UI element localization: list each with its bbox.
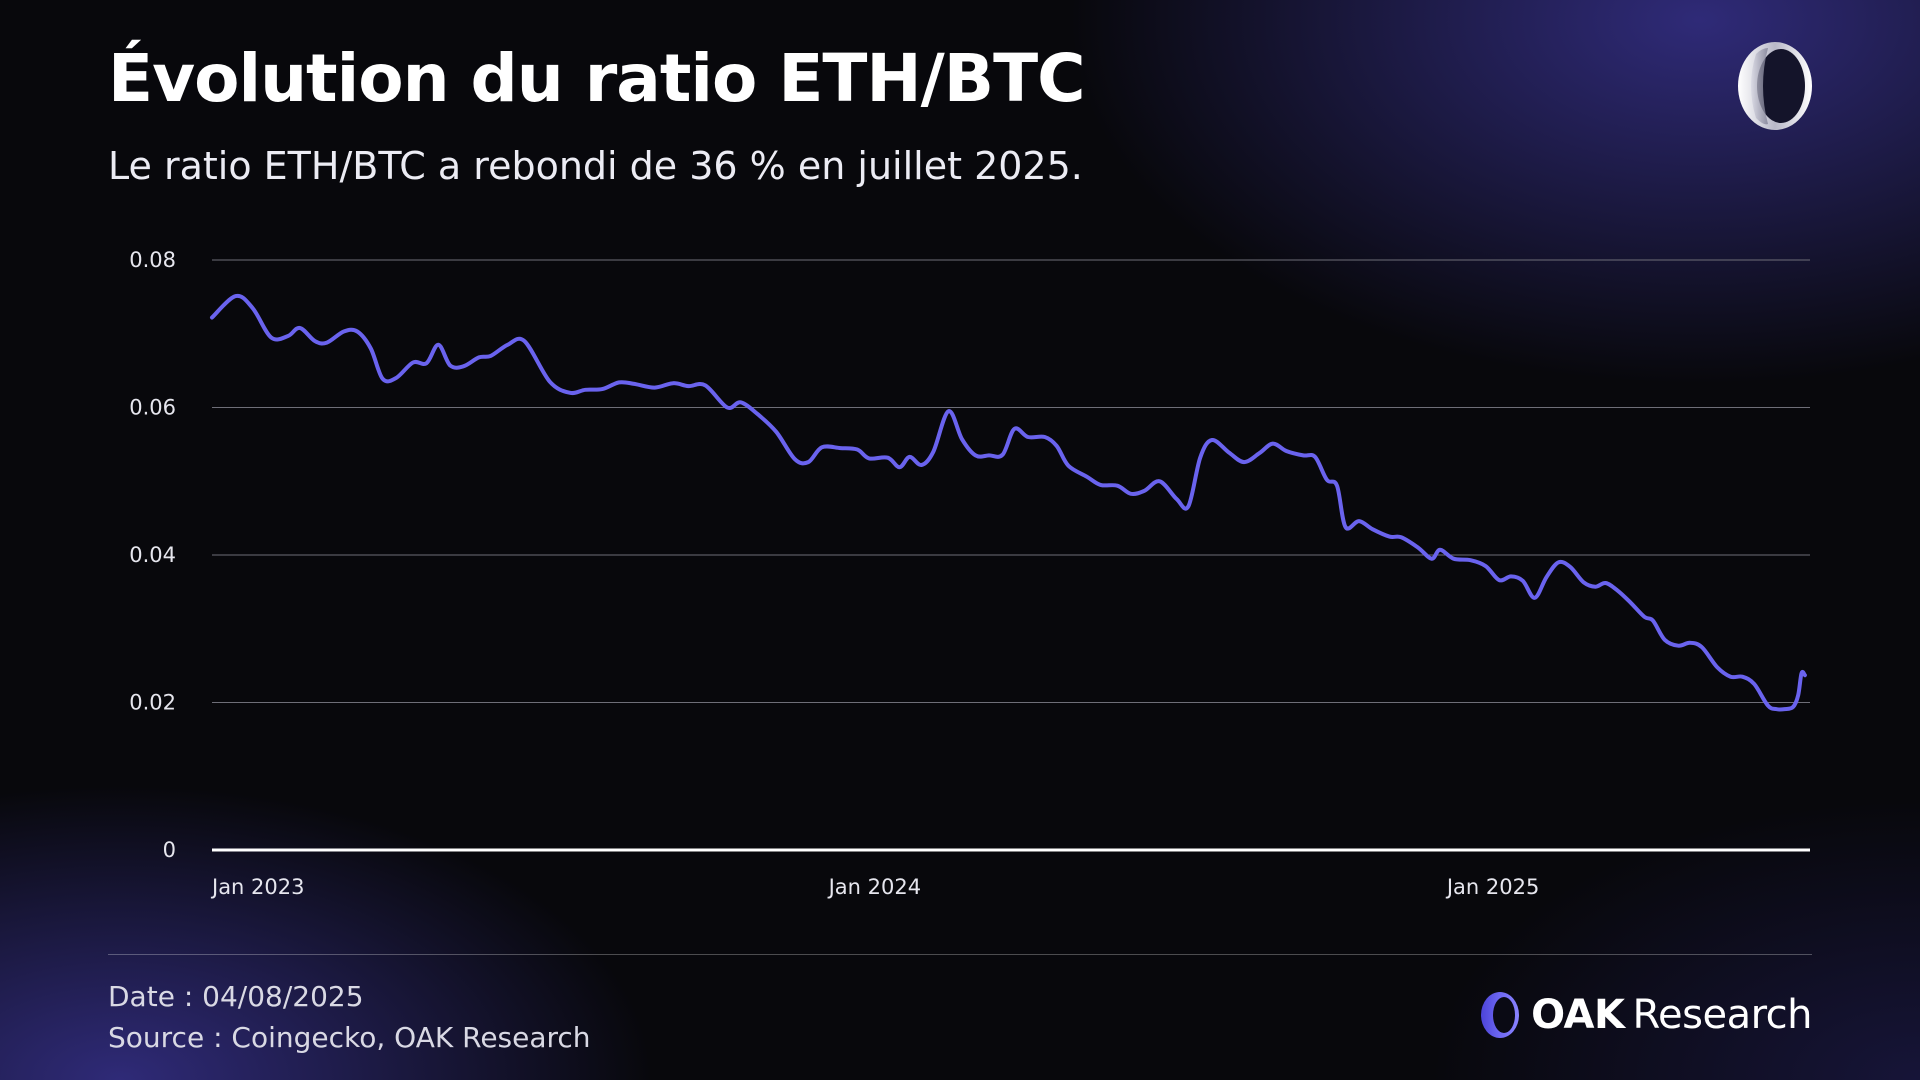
x-tick-label: Jan 2023 (210, 875, 305, 899)
x-tick-label: Jan 2025 (1445, 875, 1540, 899)
y-tick-label: 0.08 (129, 248, 176, 272)
y-tick-label: 0.02 (129, 691, 176, 715)
oak-logo-icon (1738, 42, 1812, 130)
footer-date: Date : 04/08/2025 (108, 980, 364, 1013)
y-axis-ticks: 0 0.02 0.04 0.06 0.08 (129, 248, 176, 862)
y-tick-label: 0 (163, 838, 176, 862)
footer-divider (108, 954, 1812, 955)
series-line-eth-btc (210, 293, 1807, 712)
series-layer (210, 293, 1807, 712)
y-tick-label: 0.04 (129, 543, 176, 567)
footer-source: Source : Coingecko, OAK Research (108, 1021, 591, 1054)
line-chart: 00.020.040.060.08 Jan 2023 Jan 2024 Jan 20… (129, 248, 1810, 899)
brand-logo: OAK Research (1479, 990, 1813, 1040)
y-tick-label: 0.06 (129, 396, 176, 420)
gridlines (212, 259, 1810, 852)
chart-subtitle: Le ratio ETH/BTC a rebondi de 36 % en ju… (108, 144, 1083, 188)
x-axis-ticks: Jan 2023 Jan 2024 Jan 2025 (210, 875, 1539, 899)
brand-name-light: Research (1632, 992, 1813, 1038)
brand-name-bold: OAK (1531, 992, 1625, 1038)
oak-brand-icon (1481, 992, 1520, 1038)
x-tick-label: Jan 2024 (827, 875, 922, 899)
chart-title: Évolution du ratio ETH/BTC (108, 40, 1086, 117)
